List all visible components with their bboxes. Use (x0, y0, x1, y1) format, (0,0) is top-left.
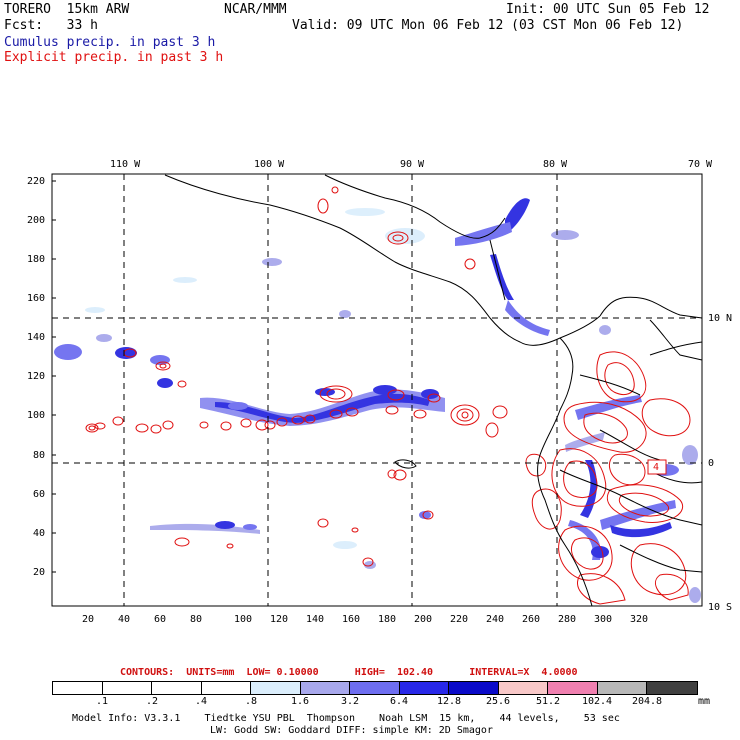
legend-label: .8 (244, 696, 258, 707)
legend-swatch (152, 682, 202, 694)
y-tick: 220 (27, 176, 46, 187)
y-tick: 20 (33, 567, 46, 578)
lon-label-90w: 90 W (400, 159, 425, 170)
contours-info: CONTOURS: UNITS=mm LOW= 0.10000 HIGH= 10… (120, 667, 578, 678)
y-tick: 140 (27, 332, 46, 343)
legend-label: .4 (194, 696, 208, 707)
legend-swatch (399, 682, 449, 694)
init-time: Init: 00 UTC Sun 05 Feb 12 (506, 2, 710, 17)
contour-label-box (647, 459, 667, 475)
x-tick: 140 (306, 614, 325, 625)
legend-label: 6.4 (389, 696, 409, 707)
legend-swatch (498, 682, 548, 694)
model-title: TORERO 15km ARW (4, 2, 130, 17)
contour-label: 4 (653, 462, 660, 473)
lon-label-110w: 110 W (110, 159, 141, 170)
lat-label-10s: 10 S (708, 602, 733, 613)
y-tick: 120 (27, 371, 46, 382)
legend-label: .2 (145, 696, 159, 707)
coastlines (164, 174, 703, 607)
lat-label-0: 0 (708, 458, 715, 469)
x-tick: 260 (522, 614, 541, 625)
legend-swatch (548, 682, 598, 694)
physics-info: LW: Godd SW: Goddard DIFF: simple KM: 2D… (210, 725, 493, 736)
x-tick: 60 (154, 614, 167, 625)
model-info: Model Info: V3.3.1 Tiedtke YSU PBL Thomp… (72, 713, 620, 724)
legend-swatch (350, 682, 400, 694)
legend-swatch (251, 682, 301, 694)
y-tick: 60 (33, 489, 46, 500)
x-tick: 80 (190, 614, 203, 625)
x-tick: 120 (270, 614, 289, 625)
lon-label-100w: 100 W (254, 159, 285, 170)
explicit-precip-contours (85, 186, 691, 605)
legend-label: 51.2 (535, 696, 561, 707)
precip-colorbar (52, 681, 698, 695)
y-tick: 160 (27, 293, 46, 304)
x-tick: 320 (630, 614, 649, 625)
lat-lon-gridlines (52, 174, 702, 606)
y-tick: 80 (33, 450, 46, 461)
x-tick: 40 (118, 614, 131, 625)
x-tick: 20 (82, 614, 95, 625)
legend-swatch (53, 682, 103, 694)
y-tick: 100 (27, 410, 46, 421)
legend-swatch (300, 682, 350, 694)
legend-label: 102.4 (581, 696, 613, 707)
legend-swatch (201, 682, 251, 694)
valid-time: Valid: 09 UTC Mon 06 Feb 12 (03 CST Mon … (292, 18, 684, 33)
cumulus-precip-shading (54, 198, 701, 603)
lon-label-80w: 80 W (543, 159, 568, 170)
axis-ticks (52, 180, 56, 573)
x-tick: 300 (594, 614, 613, 625)
legend-label: 3.2 (340, 696, 360, 707)
legend-label: 1.6 (290, 696, 310, 707)
y-tick: 200 (27, 215, 46, 226)
legend-units: mm (697, 696, 711, 707)
y-tick: 40 (33, 528, 46, 539)
map-frame (51, 173, 703, 607)
legend-label: 25.6 (485, 696, 511, 707)
x-tick: 100 (234, 614, 253, 625)
x-tick: 180 (378, 614, 397, 625)
legend-swatch (102, 682, 152, 694)
x-tick: 200 (414, 614, 433, 625)
legend-label: .1 (95, 696, 109, 707)
forecast-hour: Fcst: 33 h (4, 18, 98, 33)
legend-label: 204.8 (631, 696, 663, 707)
lon-label-70w: 70 W (688, 159, 713, 170)
center-name: NCAR/MMM (224, 2, 287, 17)
legend-label: 12.8 (436, 696, 462, 707)
legend-swatch (597, 682, 647, 694)
cumulus-field-label: Cumulus precip. in past 3 h (4, 35, 216, 50)
x-tick: 240 (486, 614, 505, 625)
legend-swatch (449, 682, 499, 694)
x-tick: 220 (450, 614, 469, 625)
legend-swatch (647, 682, 697, 694)
y-tick: 180 (27, 254, 46, 265)
x-tick: 280 (558, 614, 577, 625)
lat-label-10n: 10 N (708, 313, 733, 324)
explicit-field-label: Explicit precip. in past 3 h (4, 50, 224, 65)
x-tick: 160 (342, 614, 361, 625)
